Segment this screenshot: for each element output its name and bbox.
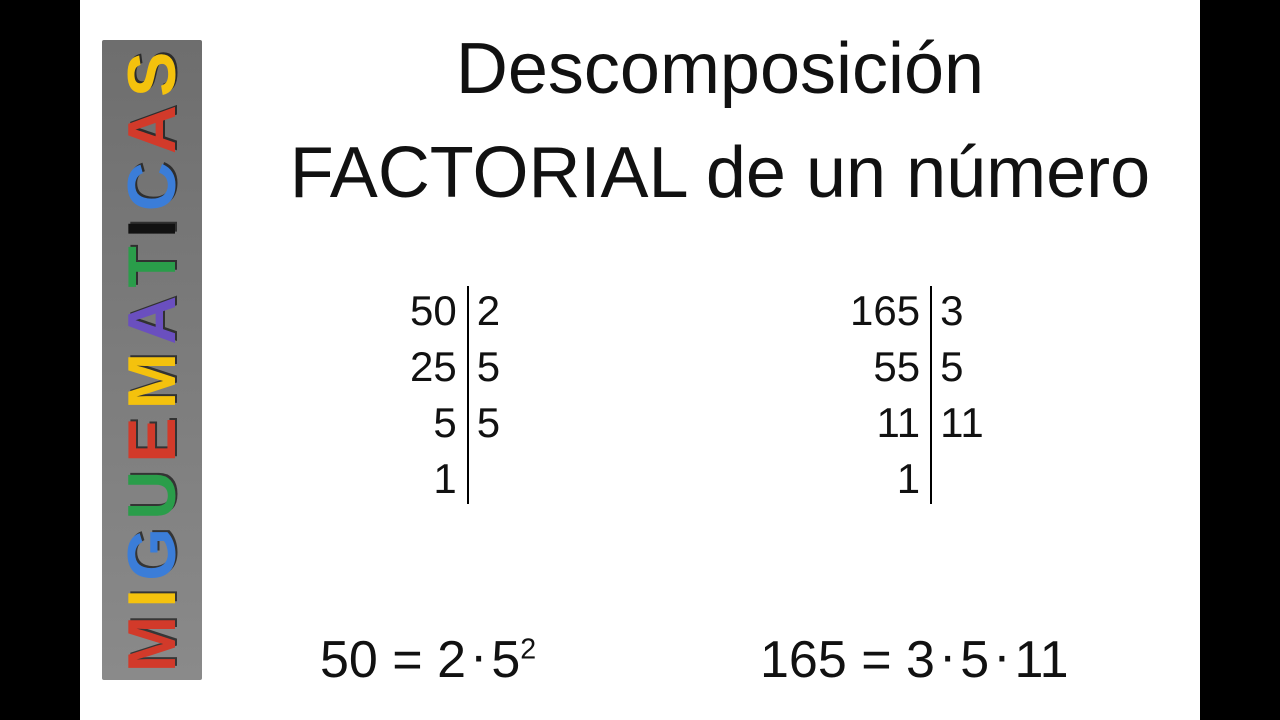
result-165: 165 = 3·5·11 xyxy=(760,630,1069,690)
logo-letter: I xyxy=(118,583,186,610)
logo-letter: A xyxy=(118,99,186,156)
slide-title: Descomposición FACTORIAL de un número xyxy=(280,28,1160,214)
factor-cell: 5 xyxy=(467,402,510,444)
logo-letter: I xyxy=(118,213,186,240)
logo-letter: S xyxy=(118,46,186,99)
vertical-divider xyxy=(930,286,932,504)
factor-cell xyxy=(467,458,510,500)
title-line-1: Descomposición xyxy=(280,28,1160,110)
factor-term: 2 xyxy=(437,631,466,689)
logo-letter: T xyxy=(118,240,186,290)
quotient-cell: 1 xyxy=(840,458,930,500)
equals-sign: = xyxy=(847,631,906,689)
slide-stage: MIGUEMATICAS Descomposición FACTORIAL de… xyxy=(80,0,1200,720)
quotient-cell: 11 xyxy=(840,402,930,444)
quotient-cell: 5 xyxy=(400,402,467,444)
result-lhs: 165 xyxy=(760,631,847,689)
exponent: 2 xyxy=(520,634,536,666)
logo-letter: A xyxy=(118,290,186,347)
brand-logo: MIGUEMATICAS xyxy=(102,40,202,680)
factor-table-50: 502255551 xyxy=(400,290,510,500)
dot-operator: · xyxy=(989,627,1014,685)
result-50: 50 = 2·52 xyxy=(320,630,536,690)
factor-cell xyxy=(930,458,994,500)
quotient-cell: 165 xyxy=(840,290,930,332)
factor-term: 3 xyxy=(906,631,935,689)
factor-cell: 11 xyxy=(930,402,994,444)
brand-logo-text: MIGUEMATICAS xyxy=(118,46,186,675)
factor-cell: 5 xyxy=(930,346,994,388)
logo-letter: E xyxy=(118,411,186,464)
logo-letter: C xyxy=(118,156,186,213)
quotient-cell: 50 xyxy=(400,290,467,332)
factor-cell: 3 xyxy=(930,290,994,332)
quotient-cell: 1 xyxy=(400,458,467,500)
equals-sign: = xyxy=(378,631,437,689)
factorization-165: 165355511111 xyxy=(840,290,994,500)
result-lhs: 50 xyxy=(320,631,378,689)
quotient-cell: 55 xyxy=(840,346,930,388)
factorization-50: 502255551 xyxy=(400,290,510,500)
dot-operator: · xyxy=(935,627,960,685)
factor-term: 11 xyxy=(1015,631,1069,689)
logo-letter: M xyxy=(118,347,186,412)
logo-letter: U xyxy=(118,465,186,522)
logo-letter: M xyxy=(118,610,186,675)
dot-operator: · xyxy=(466,627,491,685)
logo-letter: G xyxy=(118,522,186,583)
title-line-2: FACTORIAL de un número xyxy=(280,132,1160,214)
factor-cell: 2 xyxy=(467,290,510,332)
quotient-cell: 25 xyxy=(400,346,467,388)
factor-term: 5 xyxy=(960,631,989,689)
factor-term: 5 xyxy=(491,631,520,689)
factor-table-165: 165355511111 xyxy=(840,290,994,500)
vertical-divider xyxy=(467,286,469,504)
factor-cell: 5 xyxy=(467,346,510,388)
